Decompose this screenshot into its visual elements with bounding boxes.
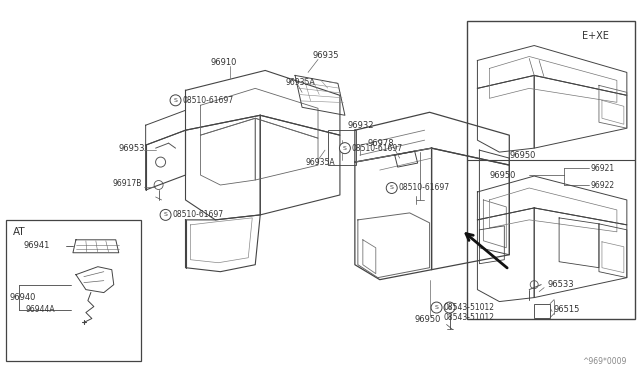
Text: ^969*0009: ^969*0009: [582, 357, 627, 366]
Text: 08510-61697: 08510-61697: [352, 144, 403, 153]
Circle shape: [444, 302, 455, 313]
Bar: [6, 220, 141, 361]
Text: 08510-61697: 08510-61697: [182, 96, 234, 105]
Text: 96922: 96922: [591, 180, 615, 189]
Text: S: S: [343, 146, 347, 151]
Text: 96917B: 96917B: [113, 179, 142, 187]
Text: S: S: [447, 305, 451, 310]
Circle shape: [431, 302, 442, 313]
Text: 96978: 96978: [368, 139, 394, 148]
Text: 08543-51012: 08543-51012: [444, 313, 495, 322]
Text: S: S: [435, 305, 438, 310]
Text: E+XE: E+XE: [582, 31, 609, 41]
Text: 08510-61697: 08510-61697: [399, 183, 450, 192]
Text: 96910: 96910: [211, 58, 237, 67]
Text: 96932: 96932: [348, 121, 374, 130]
Text: 96950: 96950: [509, 151, 536, 160]
Text: 96935A: 96935A: [305, 158, 335, 167]
Text: 96953: 96953: [119, 144, 145, 153]
Bar: [328, 130, 356, 165]
Text: 96944A: 96944A: [25, 305, 55, 314]
Text: AT: AT: [13, 227, 26, 237]
Text: 96533: 96533: [547, 280, 574, 289]
Text: 08543-51012: 08543-51012: [444, 303, 495, 312]
Text: 96950: 96950: [415, 315, 441, 324]
Text: 96921: 96921: [591, 164, 615, 173]
Text: 96941: 96941: [23, 241, 49, 250]
Text: 08510-61697: 08510-61697: [173, 211, 223, 219]
Circle shape: [160, 209, 171, 220]
Circle shape: [387, 183, 397, 193]
Text: 96950: 96950: [490, 170, 516, 180]
Text: 96515: 96515: [553, 305, 579, 314]
Circle shape: [170, 95, 181, 106]
Bar: [467, 20, 635, 320]
Circle shape: [339, 143, 350, 154]
Text: 96940: 96940: [9, 293, 36, 302]
Text: S: S: [164, 212, 168, 217]
Text: 96935A: 96935A: [285, 78, 315, 87]
Text: S: S: [390, 186, 394, 190]
Text: 96935: 96935: [312, 51, 339, 60]
Bar: [534, 304, 550, 318]
Text: S: S: [173, 98, 177, 103]
